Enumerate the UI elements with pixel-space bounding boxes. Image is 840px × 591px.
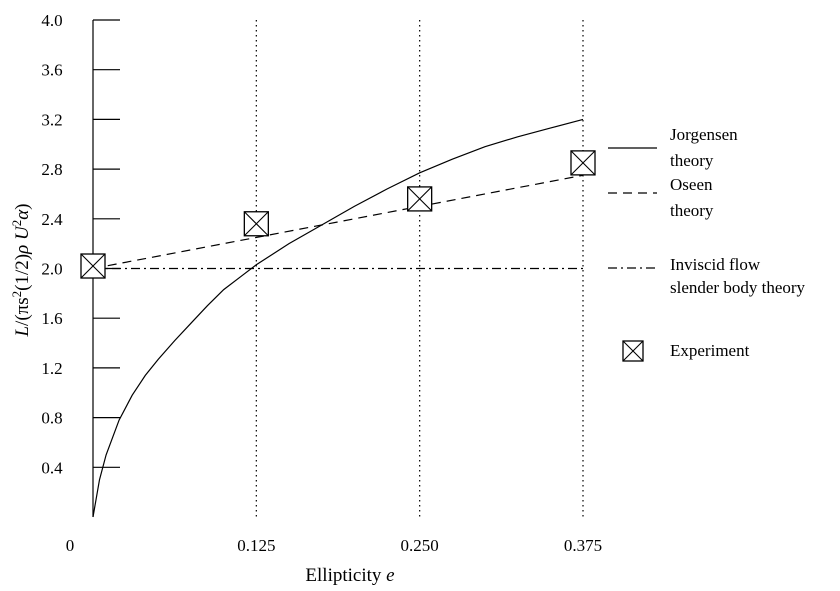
legend-label: Jorgensen xyxy=(670,125,738,144)
y-tick-label: 2.4 xyxy=(41,210,63,229)
legend-entry-solid: Jorgensen theory xyxy=(608,125,738,170)
marker-cross-b xyxy=(407,186,433,212)
marker-cross-b xyxy=(570,150,596,176)
y-tick-label: 2.8 xyxy=(41,160,62,179)
y-tick-label: 2.0 xyxy=(41,260,62,279)
experiment-point xyxy=(570,150,596,176)
legend-entry-marker: Experiment xyxy=(622,340,750,362)
y-tick-label: 4.0 xyxy=(41,11,62,30)
legend-label: theory xyxy=(670,151,714,170)
legend-label: Experiment xyxy=(670,341,750,360)
y-tick-label: 1.2 xyxy=(41,359,62,378)
series-line-dashed xyxy=(92,174,584,270)
legend-label: slender body theory xyxy=(670,278,806,297)
experiment-point xyxy=(80,253,106,279)
legend-entry-dashed: Oseen theory xyxy=(608,175,714,220)
experiment-markers xyxy=(80,150,596,279)
x-origin-label: 0 xyxy=(66,536,75,555)
y-tick-label: 0.8 xyxy=(41,409,62,428)
experiment-point xyxy=(243,211,269,237)
experiment-point xyxy=(407,186,433,212)
legend: Jorgensen theory Oseen theory Inviscid flow s… xyxy=(608,125,806,362)
data-series xyxy=(92,118,584,518)
y-tick-label: 3.2 xyxy=(41,110,62,129)
legend-label: theory xyxy=(670,201,714,220)
tick-marks xyxy=(93,19,120,468)
legend-label: Inviscid flow xyxy=(670,255,761,274)
x-tick-label: 0.250 xyxy=(401,536,439,555)
marker-cross-b xyxy=(80,253,106,279)
marker-cross-b xyxy=(243,211,269,237)
marker-cross-b xyxy=(622,340,644,362)
y-axis-title: L/(πs2(1/2)ρ U2α) xyxy=(9,203,33,337)
tick-labels: 0.4 0.8 1.2 1.6 2.0 2.4 2.8 3.2 3.6 4.0 0 0.125 0.25… xyxy=(41,11,602,555)
legend-label: Oseen xyxy=(670,175,713,194)
y-tick-label: 1.6 xyxy=(41,309,62,328)
series-line-solid xyxy=(92,118,584,518)
x-axis-title: Ellipticity e xyxy=(305,565,394,586)
x-tick-label: 0.125 xyxy=(237,536,275,555)
legend-marker xyxy=(622,340,644,362)
legend-entry-dash-dot: Inviscid flow slender body theory xyxy=(608,255,806,297)
x-tick-label: 0.375 xyxy=(564,536,602,555)
y-tick-label: 3.6 xyxy=(41,61,62,80)
y-tick-label: 0.4 xyxy=(41,458,63,477)
